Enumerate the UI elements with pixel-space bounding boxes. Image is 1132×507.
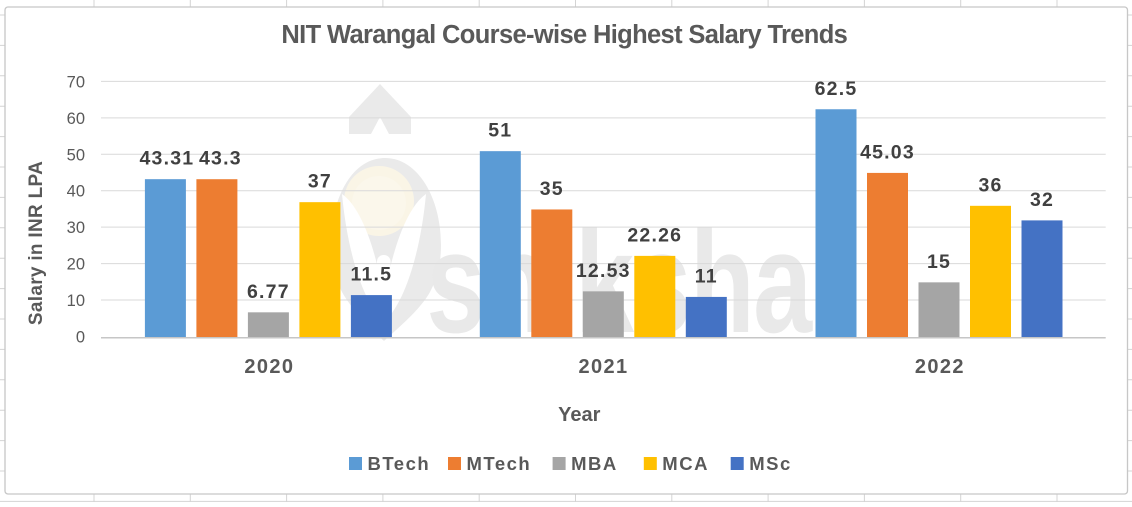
svg-text:0: 0 xyxy=(76,329,85,347)
svg-text:2021: 2021 xyxy=(578,356,628,378)
svg-text:MCA: MCA xyxy=(662,453,709,474)
svg-text:Year: Year xyxy=(558,404,600,426)
svg-text:2020: 2020 xyxy=(244,356,294,378)
svg-text:6.77: 6.77 xyxy=(247,281,290,303)
svg-text:BTech: BTech xyxy=(368,453,431,474)
svg-text:36: 36 xyxy=(978,174,1002,196)
svg-text:Salary in INR LPA: Salary in INR LPA xyxy=(26,161,47,325)
svg-text:60: 60 xyxy=(67,110,85,128)
svg-text:43.3: 43.3 xyxy=(199,148,242,170)
svg-text:50: 50 xyxy=(67,146,85,164)
svg-text:35: 35 xyxy=(540,178,564,200)
svg-text:12.53: 12.53 xyxy=(576,260,631,282)
svg-text:2022: 2022 xyxy=(915,356,965,378)
svg-text:11.5: 11.5 xyxy=(351,264,393,286)
svg-text:37: 37 xyxy=(308,171,332,193)
svg-text:15: 15 xyxy=(927,251,951,273)
svg-text:MSc: MSc xyxy=(749,453,792,474)
svg-text:70: 70 xyxy=(67,73,85,91)
svg-text:32: 32 xyxy=(1030,189,1054,211)
svg-text:10: 10 xyxy=(67,292,85,310)
svg-text:11: 11 xyxy=(695,265,718,287)
svg-text:40: 40 xyxy=(67,183,85,201)
svg-text:30: 30 xyxy=(67,219,85,237)
svg-text:20: 20 xyxy=(67,256,85,274)
svg-text:22.26: 22.26 xyxy=(627,224,682,246)
svg-text:51: 51 xyxy=(488,120,512,142)
svg-text:MBA: MBA xyxy=(571,453,618,474)
svg-text:62.5: 62.5 xyxy=(815,78,858,100)
svg-text:43.31: 43.31 xyxy=(139,148,194,170)
svg-text:MTech: MTech xyxy=(467,453,532,474)
svg-text:NIT Warangal Course-wise Highe: NIT Warangal Course-wise Highest Salary … xyxy=(281,21,847,49)
svg-text:45.03: 45.03 xyxy=(860,141,915,163)
